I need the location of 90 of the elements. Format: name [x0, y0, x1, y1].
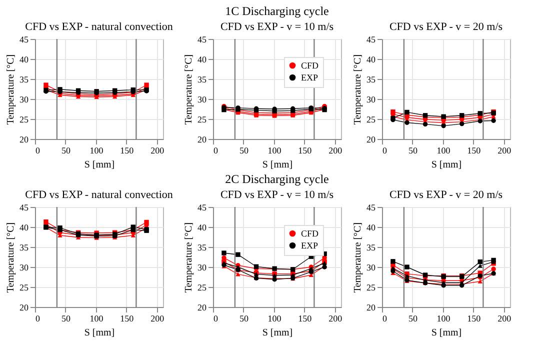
- y-tick-label: 20: [198, 134, 207, 144]
- chart-subtitle: CFD vs EXP - natural convection: [25, 21, 174, 33]
- y-tick-label: 45: [20, 202, 29, 212]
- x-tick-label: 0: [36, 314, 40, 324]
- y-tick-label: 35: [20, 242, 29, 252]
- y-tick-label: 45: [198, 202, 207, 212]
- y-tick-label: 40: [20, 54, 29, 64]
- y-tick-label: 30: [366, 262, 376, 272]
- x-tick-label: 100: [268, 314, 282, 324]
- y-tick-label: 45: [20, 34, 29, 44]
- x-tick-label: 50: [408, 314, 418, 324]
- chart-title: 1C Discharging cycle: [225, 4, 329, 18]
- x-tick-label: 200: [328, 146, 343, 156]
- x-axis-title: S [mm]: [84, 160, 115, 170]
- y-tick-label: 20: [366, 302, 376, 312]
- x-tick-label: 100: [436, 314, 451, 324]
- x-tick-label: 50: [61, 146, 71, 156]
- y-tick-label: 35: [20, 74, 29, 84]
- y-tick-label: 20: [198, 302, 207, 312]
- y-tick-label: 35: [198, 74, 207, 84]
- y-tick-label: 40: [20, 222, 29, 232]
- y-axis-title: Temperature [°C]: [184, 222, 194, 293]
- y-tick-label: 35: [198, 242, 207, 252]
- x-tick-label: 50: [408, 146, 418, 156]
- legend-label: CFD: [301, 60, 320, 70]
- x-tick-label: 50: [239, 146, 249, 156]
- y-tick-label: 25: [198, 114, 207, 124]
- x-tick-label: 150: [298, 146, 312, 156]
- x-tick-label: 200: [498, 146, 512, 156]
- legend-label: CFD: [301, 228, 320, 238]
- x-tick-label: 0: [382, 146, 388, 156]
- y-tick-label: 30: [366, 94, 376, 104]
- x-tick-label: 150: [298, 314, 312, 324]
- y-axis-title: Temperature [°C]: [352, 54, 364, 125]
- y-tick-label: 40: [198, 222, 207, 232]
- x-tick-label: 150: [120, 146, 134, 156]
- chart-subtitle: CFD vs EXP - v = 10 m/s: [220, 189, 334, 201]
- y-tick-label: 25: [198, 282, 207, 292]
- chart-subtitle: CFD vs EXP - natural convection: [25, 189, 174, 201]
- x-tick-label: 0: [214, 146, 218, 156]
- y-tick-label: 40: [198, 54, 207, 64]
- y-tick-label: 45: [366, 202, 376, 212]
- y-tick-label: 20: [20, 134, 29, 144]
- x-tick-label: 0: [36, 146, 40, 156]
- chart-subtitle: CFD vs EXP - v = 20 m/s: [389, 189, 503, 201]
- x-tick-label: 0: [214, 314, 218, 324]
- legend-label: EXP: [301, 240, 318, 250]
- y-axis-title: Temperature [°C]: [6, 54, 16, 125]
- y-tick-label: 30: [198, 262, 207, 272]
- x-tick-label: 200: [498, 314, 512, 324]
- y-tick-label: 20: [366, 134, 376, 144]
- x-axis-title: S [mm]: [84, 328, 115, 338]
- y-axis-title: Temperature [°C]: [184, 54, 194, 125]
- legend-label: EXP: [301, 72, 318, 82]
- x-tick-label: 50: [239, 314, 249, 324]
- chart-subtitle: CFD vs EXP - v = 20 m/s: [389, 21, 503, 33]
- y-tick-label: 20: [20, 302, 29, 312]
- x-tick-label: 50: [61, 314, 71, 324]
- y-tick-label: 35: [366, 242, 376, 252]
- x-tick-label: 200: [150, 314, 165, 324]
- x-tick-label: 100: [90, 146, 104, 156]
- x-tick-label: 100: [90, 314, 104, 324]
- x-tick-label: 100: [268, 146, 282, 156]
- chart-subtitle: CFD vs EXP - v = 10 m/s: [220, 21, 334, 33]
- y-axis-title: Temperature [°C]: [352, 222, 364, 293]
- y-tick-label: 30: [20, 262, 29, 272]
- y-tick-label: 30: [20, 94, 29, 104]
- x-axis-title: S [mm]: [431, 160, 462, 170]
- y-tick-label: 45: [198, 34, 207, 44]
- x-axis-title: S [mm]: [262, 328, 293, 338]
- x-axis-title: S [mm]: [431, 328, 462, 338]
- x-tick-label: 100: [436, 146, 451, 156]
- y-tick-label: 40: [366, 54, 376, 64]
- x-axis-title: S [mm]: [262, 160, 293, 170]
- chart-title: 2C Discharging cycle: [225, 172, 329, 186]
- y-tick-label: 25: [366, 114, 376, 124]
- y-tick-label: 40: [366, 222, 376, 232]
- x-tick-label: 150: [467, 146, 482, 156]
- x-tick-label: 200: [328, 314, 343, 324]
- y-tick-label: 25: [20, 114, 29, 124]
- x-tick-label: 200: [150, 146, 165, 156]
- x-tick-label: 0: [382, 314, 388, 324]
- x-tick-label: 150: [120, 314, 134, 324]
- y-tick-label: 45: [366, 34, 376, 44]
- y-axis-title: Temperature [°C]: [6, 222, 16, 293]
- y-tick-label: 30: [198, 94, 207, 104]
- y-tick-label: 35: [366, 74, 376, 84]
- y-tick-label: 25: [366, 282, 376, 292]
- x-tick-label: 150: [467, 314, 482, 324]
- y-tick-label: 25: [20, 282, 29, 292]
